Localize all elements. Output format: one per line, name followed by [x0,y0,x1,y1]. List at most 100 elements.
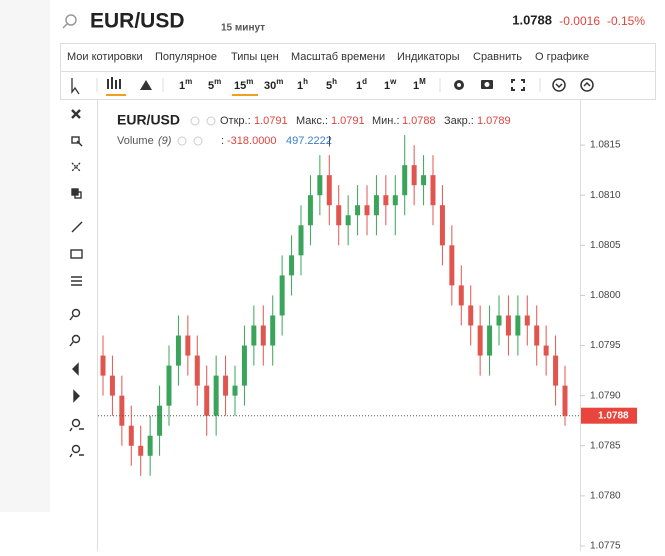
timeframe[interactable]: 1h [297,77,308,92]
candle-body [449,245,455,286]
timeframe[interactable]: 5m [208,77,221,92]
candle-body [279,275,285,316]
timeframe[interactable]: 30m [264,77,283,92]
timeframe-unit: m [276,77,283,86]
timeframe-number: 5 [326,80,332,92]
search-icon[interactable] [62,14,77,29]
candle-body [166,365,172,406]
candle-body [298,225,304,256]
legend-symbol: EUR/USD [117,112,180,128]
interval: 15 минут [221,23,265,34]
candle-body [524,315,530,326]
settings-icon[interactable] [193,136,203,146]
candle-body [458,285,464,306]
volume-param: (9) [158,135,172,147]
last-price-label: 1.0788 [598,410,629,421]
eye-icon[interactable] [177,136,187,146]
candle-body [421,175,427,186]
candle-body [232,385,238,396]
timeframe[interactable]: 1m [179,77,192,92]
candle-body [128,425,134,446]
y-tick-label: 1.0805 [590,240,621,251]
timeframe-number: 30 [264,80,276,92]
timeframe-number: 5 [208,80,214,92]
candle-body [383,195,389,206]
candle-body [251,325,257,346]
y-tick-label: 1.0795 [590,340,621,351]
menu-item[interactable]: О графике [535,51,589,63]
candle-body [439,205,445,246]
high: 1.0791 [331,115,365,127]
candle-body [487,325,493,356]
tool-icons[interactable] [439,78,594,92]
timeframe-unit: h [303,77,308,86]
timeframe-number: 15 [234,80,246,92]
candle-body [213,375,219,416]
candle-body [119,395,125,426]
menu-item[interactable]: Популярное [155,51,217,63]
drawing-tools[interactable] [69,109,84,458]
menu-item[interactable]: Сравнить [473,51,522,63]
volume-a: -318.0000 [227,135,277,147]
volume-end: | [328,135,331,147]
y-tick-label: 1.0810 [590,190,621,201]
settings-icon[interactable] [206,116,216,126]
candle-body [289,255,295,276]
candle-body [138,445,144,456]
candle-body [534,325,540,346]
candle-body [373,195,379,216]
price: 1.0788 [512,12,552,27]
candle-body [402,165,408,196]
close-label: Закр.: [444,115,474,127]
menu-item[interactable]: Индикаторы [397,51,460,63]
candle-body [345,215,351,226]
candle-body [175,335,181,366]
open: 1.0791 [254,115,288,127]
chart-type-icons[interactable] [71,77,164,96]
last-price-box [581,407,637,424]
candle-body [515,315,521,336]
timeframe-unit: M [419,77,426,86]
volume-label: Volume [117,135,154,147]
y-tick-label: 1.0800 [590,290,621,301]
change: -0.0016 [559,14,600,28]
candle-body [553,355,559,386]
timeframe-number: 1 [413,80,419,92]
timeframe-unit: w [389,77,397,86]
low: 1.0788 [402,115,436,127]
menu-item[interactable]: Мои котировки [67,51,143,63]
menu-item[interactable]: Масштаб времени [291,51,385,63]
y-tick-label: 1.0780 [590,491,621,502]
candle-body [185,335,191,356]
high-label: Макс.: [296,115,328,127]
y-tick-label: 1.0790 [590,390,621,401]
candle-body [505,315,511,336]
timeframe-number: 1 [179,80,185,92]
timeframe-unit: d [362,77,367,86]
menu-item[interactable]: Типы цен [231,51,279,63]
candle-body [147,435,153,456]
timeframe-unit: h [332,77,337,86]
timeframe-unit: m [185,77,192,86]
timeframe[interactable]: 15m [234,77,253,92]
candle-body [364,205,370,216]
candle-body [241,345,247,386]
candle-body [204,385,210,416]
timeframe[interactable]: 1w [384,77,397,92]
eye-icon[interactable] [190,116,200,126]
timeframe[interactable]: 5h [326,77,337,92]
timeframe-number: 1 [356,80,362,92]
candle-body [157,405,163,436]
timeframe[interactable]: 1d [356,77,367,92]
timeframe-unit: m [214,77,221,86]
y-tick-label: 1.0815 [590,140,621,151]
candle-body [109,375,115,396]
candle-body [477,325,483,356]
candle-body [194,355,200,386]
low-label: Мин.: [372,115,400,127]
candle-body [326,175,332,206]
timeframe[interactable]: 1M [413,77,426,92]
close: 1.0789 [477,115,511,127]
candle-body [270,315,276,346]
